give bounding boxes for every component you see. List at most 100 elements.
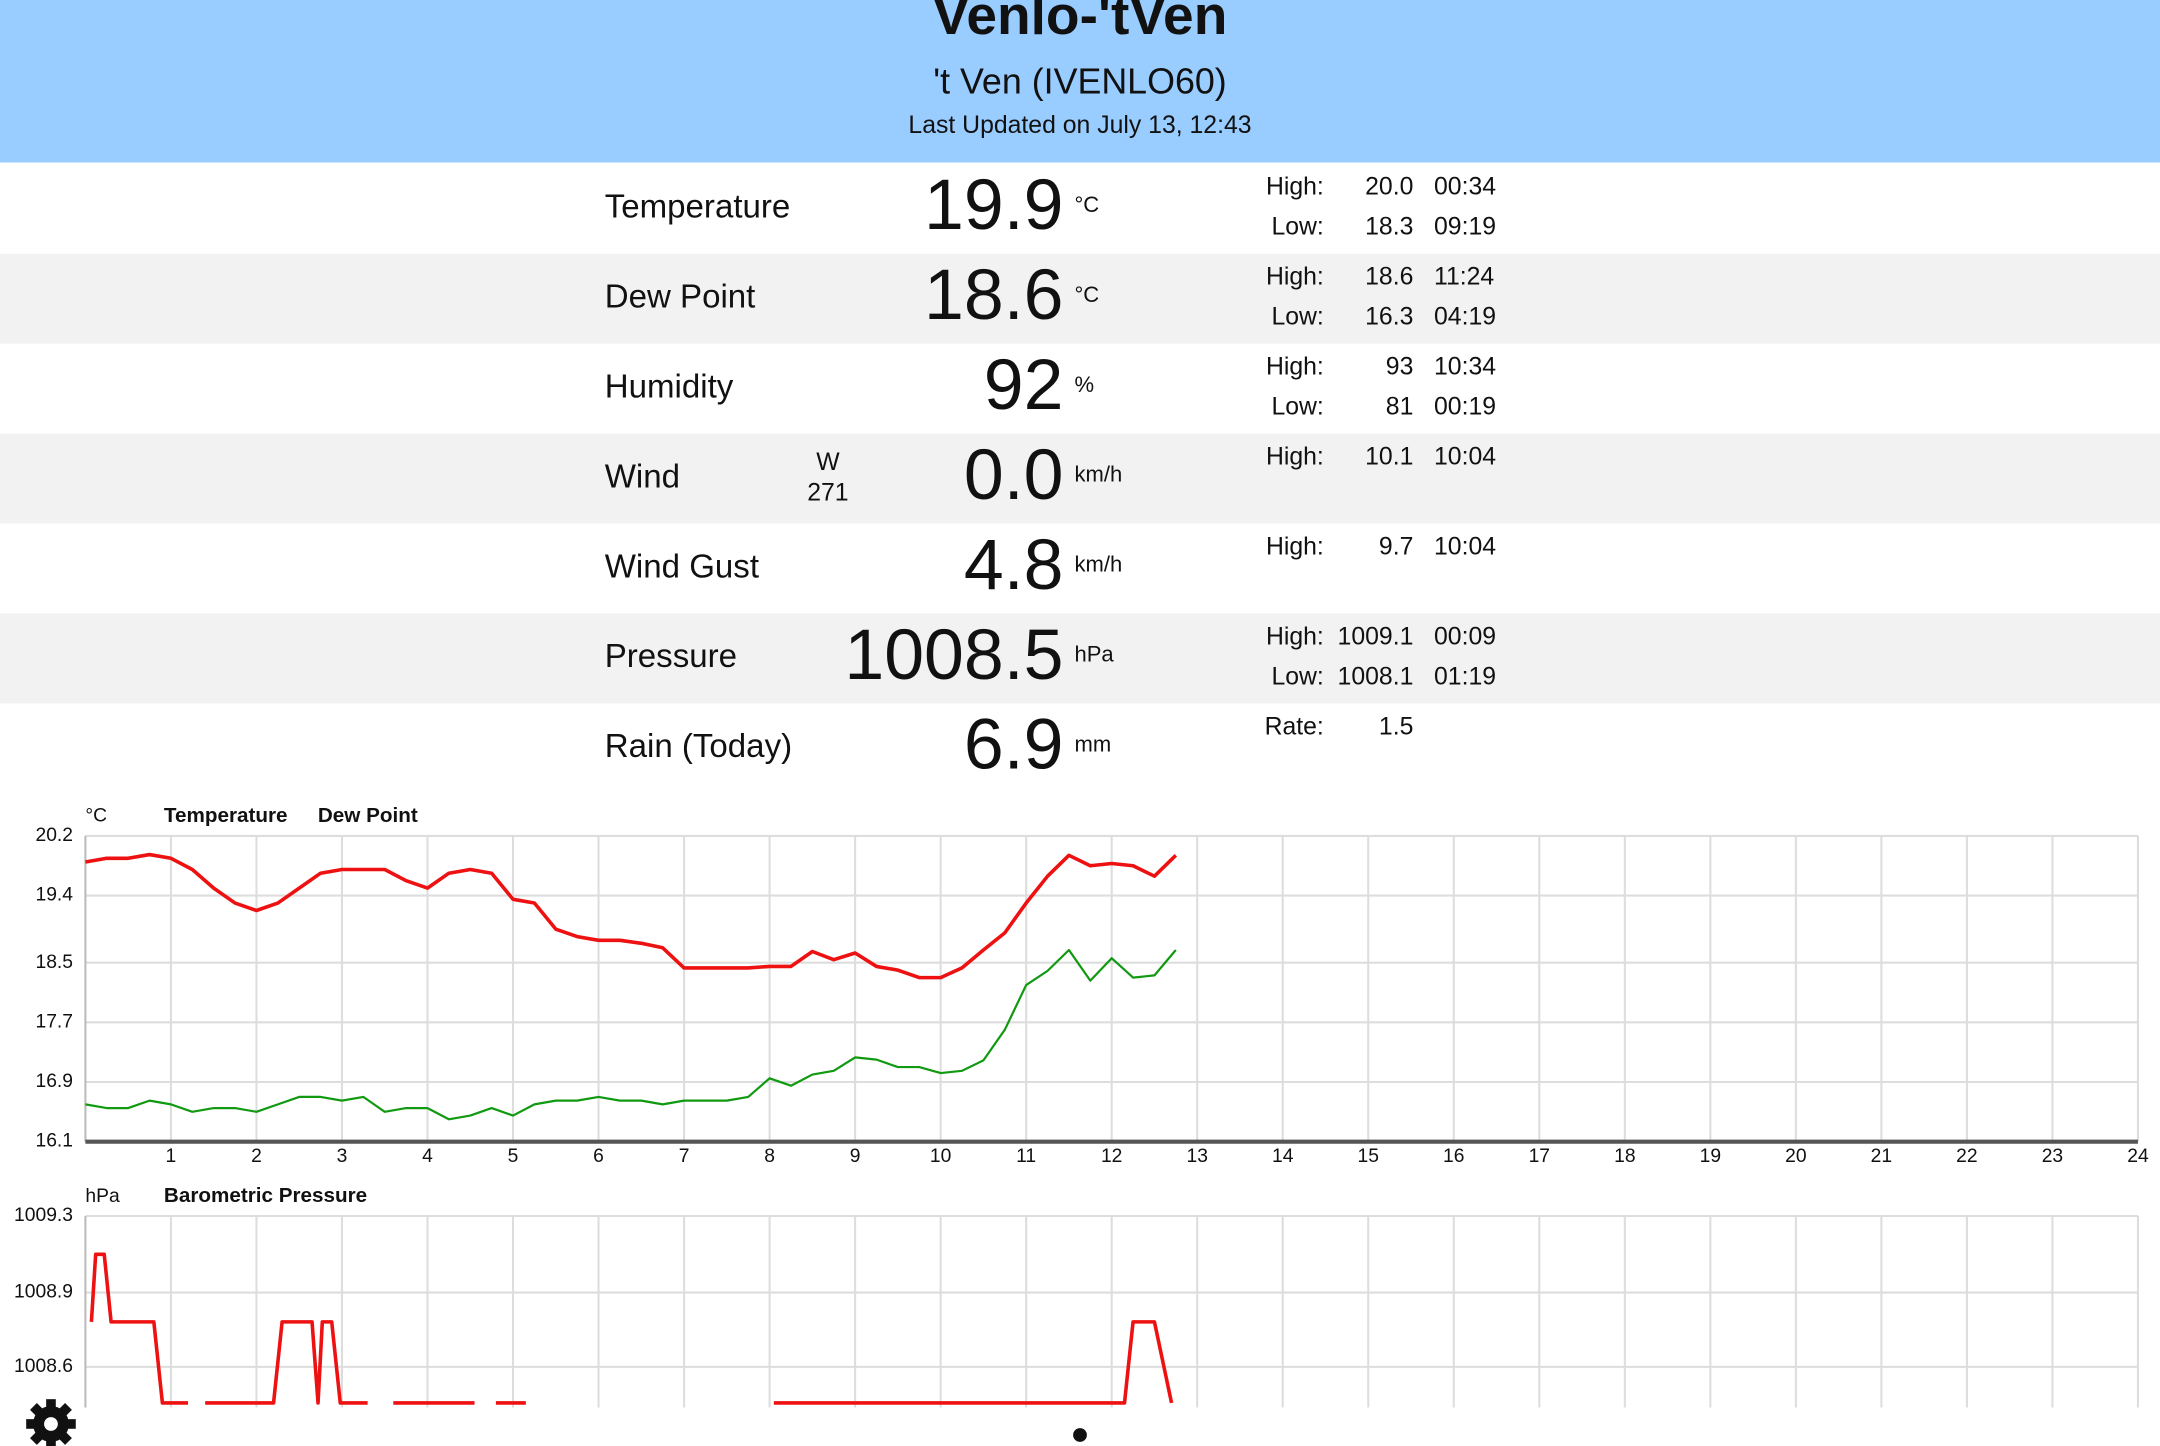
stat-label: High: [1266,354,1324,381]
reading-label: Wind [605,458,680,495]
reading-unit: °C [1074,282,1099,307]
stat-label: High: [1266,533,1324,560]
x-tick-label: 2 [251,1146,262,1167]
settings-icon[interactable] [26,1399,76,1446]
stat-label: Low: [1271,663,1323,690]
stat-value: 9.7 [1379,533,1413,560]
x-tick-label: 17 [1529,1146,1550,1167]
reading-unit: mm [1074,731,1111,756]
stat-value: 16.3 [1365,304,1413,331]
x-tick-label: 3 [337,1146,348,1167]
stat-label: Low: [1271,394,1323,421]
reading-unit: hPa [1074,642,1114,667]
row-background [0,433,2160,524]
stat-value: 20.0 [1365,174,1413,201]
y-tick-label: 1009.3 [14,1205,73,1226]
x-tick-label: 21 [1871,1146,1892,1167]
stat-label: Rate: [1265,713,1324,740]
x-tick-label: 22 [1956,1146,1977,1167]
reading-label: Wind Gust [605,548,759,585]
readings-table: Temperature 19.9 °C High: 20.0 00:34 Low: 18.3 0… [0,165,2160,785]
stat-value: 1009.1 [1338,623,1414,650]
legend-entry: Dew Point [318,804,418,827]
x-tick-label: 24 [2127,1146,2149,1167]
y-tick-label: 19.4 [36,885,74,906]
reading-unit: °C [1074,192,1099,217]
x-tick-label: 18 [1614,1146,1635,1167]
reading-label: Rain (Today) [605,728,792,765]
station-title: Venlo-'tVen [933,0,1228,46]
header-band [0,0,2160,163]
x-tick-label: 23 [2042,1146,2063,1167]
axis-unit: hPa [85,1186,120,1207]
y-tick-label: 16.1 [36,1131,74,1152]
page-indicator [1073,1428,1087,1442]
x-tick-label: 12 [1101,1146,1122,1167]
stat-time: 10:04 [1434,444,1496,471]
series-line [89,1252,1174,1405]
x-tick-label: 6 [593,1146,604,1167]
charts: 16.116.917.718.519.420.21 2 3 4 5 6 7 8 9 10 11 12 1… [14,804,2149,1408]
wind-bearing: 271 [807,479,848,506]
station-subtitle: 't Ven (IVENLO60) [933,61,1226,101]
reading-label: Pressure [605,638,737,675]
reading-value: 1008.5 [844,615,1063,695]
x-tick-label: 13 [1186,1146,1207,1167]
row-background [0,613,2160,704]
stat-value: 18.3 [1365,214,1413,241]
series-line [85,852,1178,980]
x-tick-label: 11 [1016,1146,1036,1167]
y-tick-label: 18.5 [36,952,74,973]
x-tick-label: 15 [1358,1146,1379,1167]
wind-direction: W [816,449,840,476]
stat-label: Low: [1271,214,1323,241]
y-tick-label: 1008.9 [14,1282,73,1303]
x-tick-label: 20 [1785,1146,1806,1167]
stat-time: 10:34 [1434,354,1496,381]
stat-time: 00:19 [1434,394,1496,421]
reading-value: 19.9 [924,165,1063,245]
reading-label: Temperature [605,189,791,226]
reading-label: Dew Point [605,279,756,316]
x-tick-label: 5 [508,1146,519,1167]
stat-label: High: [1266,623,1324,650]
legend-entry: Temperature [164,804,288,827]
stat-time: 00:09 [1434,623,1496,650]
reading-value: 0.0 [964,435,1064,515]
chart: 16.116.917.718.519.420.21 2 3 4 5 6 7 8 9 10 11 12 1… [36,804,2149,1167]
stat-value: 1008.1 [1338,663,1414,690]
x-tick-label: 10 [930,1146,951,1167]
stat-time: 04:19 [1434,304,1496,331]
stat-time: 11:24 [1434,264,1494,291]
chart: 1009.3 1008.9 1008.6 hPa Barometric Pressure [14,1184,2139,1408]
stat-value: 10.1 [1365,444,1413,471]
stat-time: 10:04 [1434,533,1496,560]
reading-value: 6.9 [964,705,1064,785]
series-line [85,948,1177,1121]
reading-unit: km/h [1074,552,1122,577]
reading-value: 18.6 [924,255,1063,335]
stat-value: 1.5 [1379,713,1413,740]
stat-time: 00:34 [1434,174,1496,201]
axis-unit: °C [85,806,107,827]
x-tick-label: 16 [1443,1146,1464,1167]
y-tick-label: 17.7 [36,1011,74,1032]
x-tick-label: 14 [1272,1146,1294,1167]
reading-unit: km/h [1074,462,1122,487]
x-tick-label: 4 [422,1146,433,1167]
x-tick-label: 7 [679,1146,690,1167]
stat-label: Low: [1271,304,1323,331]
x-tick-label: 9 [850,1146,861,1167]
stat-value: 18.6 [1365,264,1413,291]
reading-value: 92 [984,345,1064,425]
stat-label: High: [1266,264,1324,291]
stat-time: 01:19 [1434,663,1496,690]
reading-value: 4.8 [964,525,1064,605]
stat-time: 09:19 [1434,214,1496,241]
last-updated: Last Updated on July 13, 12:43 [908,112,1251,139]
reading-label: Humidity [605,368,734,405]
legend-entry: Barometric Pressure [164,1184,367,1207]
stat-label: High: [1266,174,1324,201]
